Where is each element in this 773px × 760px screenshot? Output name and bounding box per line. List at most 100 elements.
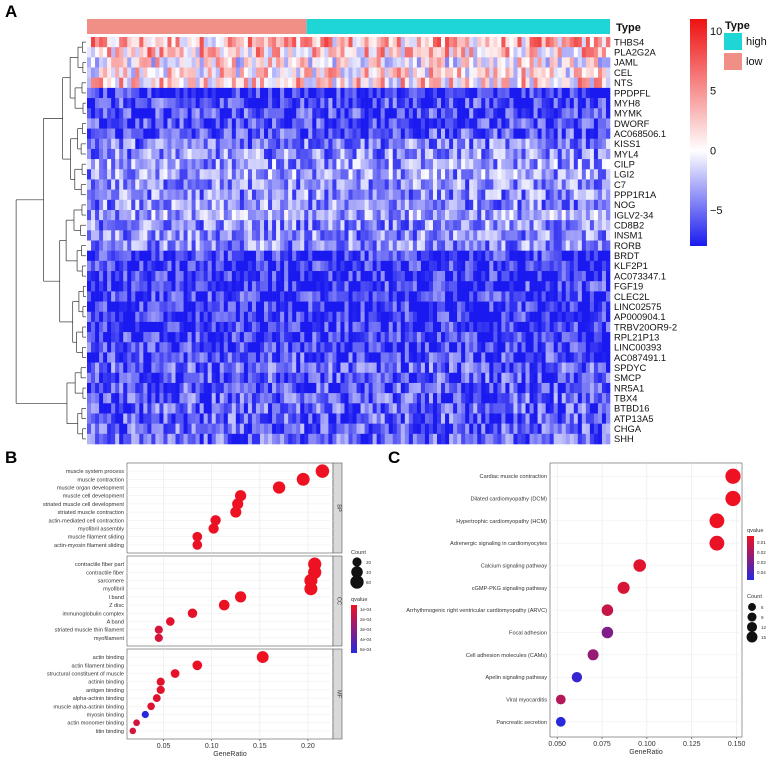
heatmap-cell [581, 98, 587, 109]
heatmap-cell [183, 321, 188, 333]
heatmap-cell [372, 189, 377, 201]
heatmap-cell [87, 189, 92, 201]
heatmap-cell [445, 209, 450, 221]
heatmap-cell [131, 271, 136, 282]
heatmap-cell [320, 209, 325, 221]
heatmap-cell [497, 209, 502, 221]
heatmap-cell [268, 403, 273, 414]
heatmap-cell [107, 199, 112, 211]
heatmap-cell [183, 138, 188, 150]
heatmap-cell [151, 403, 156, 414]
heatmap-cell [509, 240, 514, 251]
heatmap-cell [356, 77, 361, 89]
heatmap-cell [103, 301, 108, 313]
heatmap-cell [581, 352, 587, 363]
heatmap-cell [505, 301, 510, 313]
heatmap-cell [601, 189, 607, 201]
heatmap-cell [195, 230, 200, 241]
heatmap-cell [276, 67, 281, 79]
heatmap-cell [513, 148, 518, 160]
heatmap-cell [215, 271, 221, 282]
heatmap-cell [453, 128, 458, 140]
heatmap-cell [356, 281, 361, 292]
heatmap-cell [457, 342, 462, 353]
heatmap-cell [541, 250, 546, 262]
heatmap-cell [441, 159, 446, 170]
heatmap-cell [437, 189, 442, 201]
heatmap-cell [123, 37, 128, 48]
heatmap-cell [457, 393, 462, 404]
heatmap-cell [135, 321, 140, 333]
heatmap-cell [428, 138, 434, 150]
heatmap-cell [412, 332, 418, 343]
heatmap-cell [195, 321, 200, 333]
heatmap-cell [288, 87, 293, 99]
heatmap-cell [135, 118, 140, 129]
heatmap-cell [308, 199, 313, 211]
heatmap-cell [601, 342, 607, 353]
heatmap-cell [163, 169, 168, 180]
heatmap-cell [605, 128, 611, 140]
heatmap-cell [195, 87, 200, 99]
heatmap-cell [159, 67, 164, 79]
heatmap-cell [348, 77, 353, 89]
heatmap-cell [372, 128, 377, 140]
heatmap-cell [247, 250, 253, 262]
heatmap-cell [360, 98, 365, 109]
heatmap-cell [481, 311, 486, 323]
heatmap-cell [243, 220, 249, 231]
heatmap-cell [219, 362, 225, 374]
heatmap-cell [364, 67, 369, 79]
heatmap-cell [408, 159, 414, 170]
heatmap-cell [175, 382, 180, 394]
heatmap-cell [477, 47, 482, 58]
heatmap-cell [561, 281, 567, 292]
heatmap-cell [103, 209, 108, 221]
heatmap-cell [408, 240, 414, 251]
heatmap-cell [505, 403, 510, 414]
heatmap-cell [195, 220, 200, 231]
heatmap-cell [441, 311, 446, 323]
heatmap-cell [388, 271, 394, 282]
heatmap-cell [147, 382, 152, 394]
heatmap-cell [324, 118, 329, 129]
heatmap-cell [231, 382, 237, 394]
heatmap-cell [469, 403, 474, 414]
heatmap-cell [259, 118, 265, 129]
heatmap-cell [404, 281, 410, 292]
heatmap-cell [179, 199, 184, 211]
heatmap-cell [553, 220, 558, 231]
heatmap-cell [420, 382, 426, 394]
heatmap-cell [525, 240, 530, 251]
heatmap-cell [155, 260, 160, 272]
heatmap-cell [473, 311, 478, 323]
heatmap-cell [175, 47, 180, 58]
heatmap-cell [207, 189, 213, 201]
heatmap-cell [388, 57, 394, 68]
heatmap-cell [276, 118, 281, 129]
heatmap-cell [412, 148, 418, 160]
heatmap-cell [155, 220, 160, 231]
heatmap-cell [187, 301, 192, 313]
heatmap-cell [187, 342, 192, 353]
heatmap-cell [437, 230, 442, 241]
heatmap-cell [179, 311, 184, 323]
heatmap-cell [384, 199, 390, 211]
heatmap-cell [545, 57, 550, 68]
heatmap-cell [300, 220, 305, 231]
heatmap-cell [155, 108, 160, 119]
heatmap-cell [135, 67, 140, 79]
heatmap-cell [501, 332, 506, 343]
heatmap-cell [143, 128, 148, 140]
heatmap-cell [505, 291, 510, 302]
heatmap-cell [392, 87, 398, 99]
heatmap-cell [404, 87, 410, 99]
heatmap-cell [87, 240, 92, 251]
heatmap-cell [497, 271, 502, 282]
heatmap-cell [457, 128, 462, 140]
heatmap-cell [107, 301, 112, 313]
heatmap-cell [360, 159, 365, 170]
heatmap-cell [139, 342, 144, 353]
heatmap-cell [529, 37, 534, 48]
heatmap-cell [537, 240, 542, 251]
